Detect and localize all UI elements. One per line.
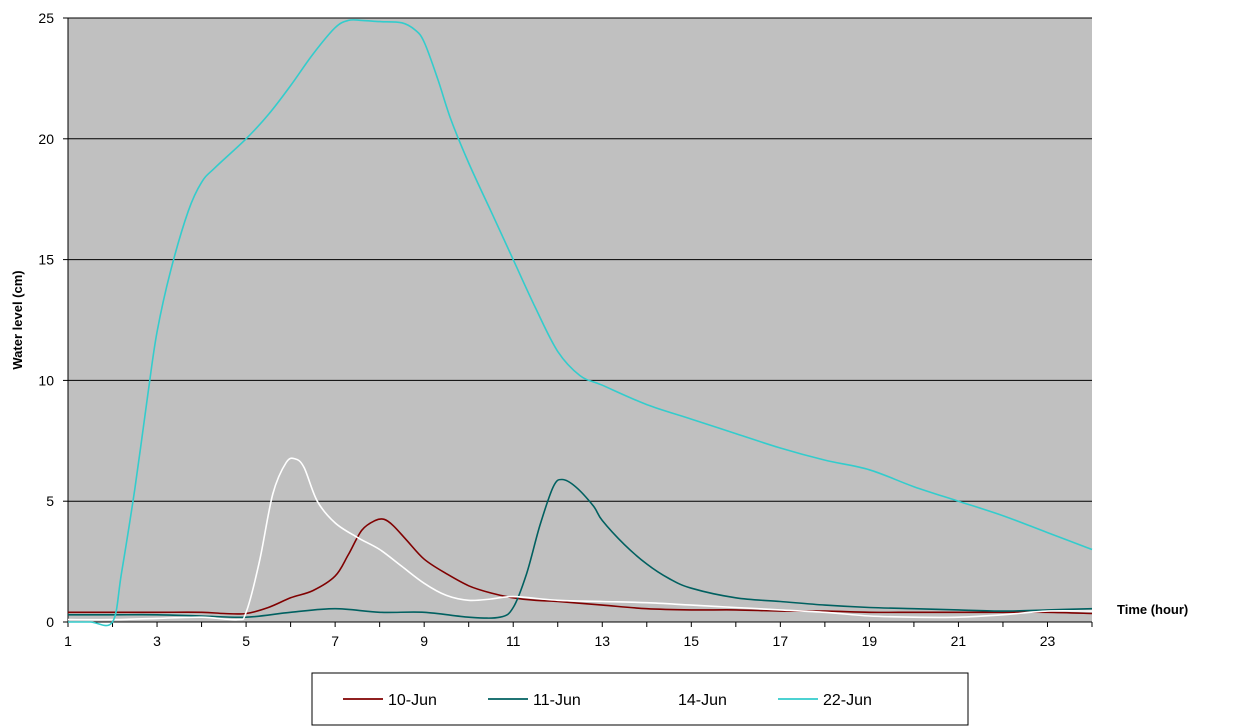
x-tick-label: 9 — [420, 633, 428, 649]
series-line-22-jun — [68, 19, 1093, 627]
y-tick-label: 20 — [38, 131, 54, 147]
x-tick-label: 1 — [64, 633, 72, 649]
series-line-14-jun — [67, 457, 1093, 621]
series-line-11-jun — [68, 478, 1093, 619]
x-tick-label: 7 — [331, 633, 339, 649]
y-tick-label: 15 — [38, 252, 54, 268]
legend-label: 11-Jun — [533, 692, 581, 709]
x-tick-label: 17 — [773, 633, 789, 649]
y-tick-label: 25 — [38, 10, 54, 26]
gridlines — [68, 17, 1092, 502]
x-tick-label: 11 — [506, 633, 521, 649]
x-tick-label: 3 — [153, 633, 161, 649]
x-tick-label: 21 — [951, 633, 967, 649]
y-tick-label: 5 — [46, 493, 54, 509]
legend-label: 10-Jun — [388, 692, 437, 709]
x-axis-ticks: 1 3 5 7 9 11 13 15 17 19 21 23 — [64, 622, 1093, 649]
x-tick-label: 13 — [594, 633, 610, 649]
x-tick-label: 23 — [1040, 633, 1056, 649]
series-line-10-jun — [68, 518, 1093, 615]
axes — [67, 18, 1092, 623]
x-axis-title: Time (hour) — [1117, 602, 1188, 617]
x-tick-label: 5 — [242, 633, 250, 649]
x-tick-label: 19 — [862, 633, 878, 649]
legend-label: 22-Jun — [823, 692, 872, 709]
legend: 10-Jun 11-Jun 14-Jun 22-Jun — [311, 672, 969, 726]
y-tick-label: 0 — [46, 614, 54, 630]
x-tick-label: 15 — [684, 633, 700, 649]
legend-label: 14-Jun — [678, 692, 727, 709]
plot-area — [68, 18, 1092, 622]
y-axis-ticks: 0 5 10 15 20 25 — [38, 10, 68, 630]
y-axis-title: Water level (cm) — [10, 270, 25, 369]
series-lines — [67, 19, 1093, 627]
y-tick-label: 10 — [38, 372, 54, 388]
